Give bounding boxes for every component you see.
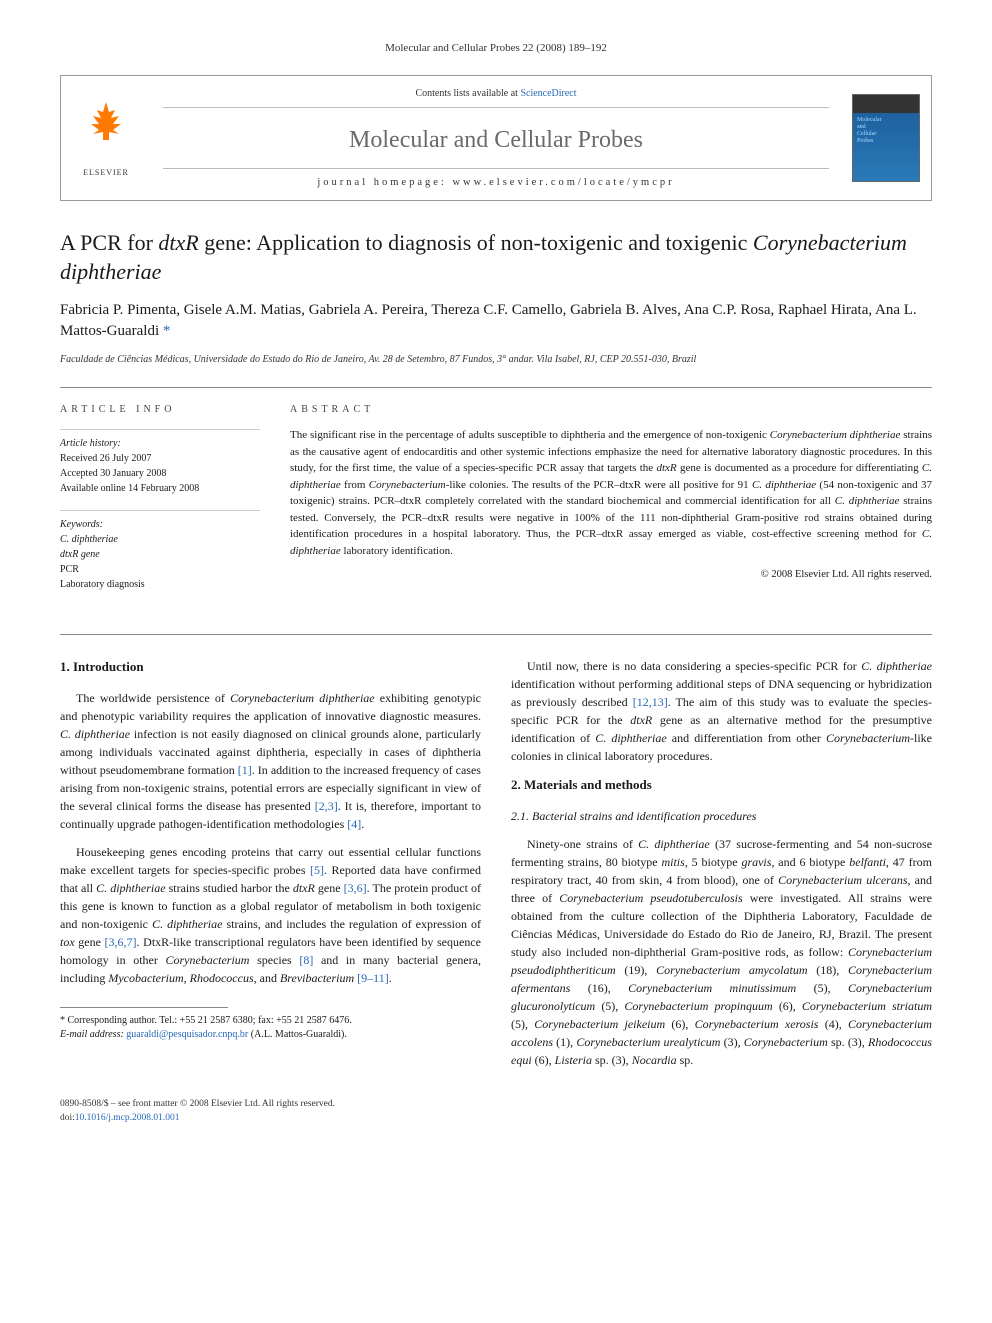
history-accepted: Accepted 30 January 2008: [60, 466, 260, 481]
contents-prefix: Contents lists available at: [415, 88, 520, 99]
doi-prefix: doi:: [60, 1113, 75, 1123]
article-history: Article history: Received 26 July 2007 A…: [60, 429, 260, 496]
ref-link[interactable]: [2,3]: [315, 799, 338, 813]
affiliation: Faculdade de Ciências Médicas, Universid…: [60, 352, 932, 367]
journal-name: Molecular and Cellular Probes: [163, 122, 829, 158]
keywords-block: Keywords: C. diphtheriae dtxR gene PCR L…: [60, 510, 260, 592]
journal-homepage: journal homepage: www.elsevier.com/locat…: [163, 168, 829, 191]
intro-p1: The worldwide persistence of Corynebacte…: [60, 689, 481, 833]
footnote-rule: [60, 1007, 228, 1008]
section-rule: [60, 634, 932, 635]
article-info-col: ARTICLE INFO Article history: Received 2…: [60, 402, 260, 606]
abstract-heading: ABSTRACT: [290, 402, 932, 417]
keyword: PCR: [60, 562, 260, 577]
keyword: Laboratory diagnosis: [60, 577, 260, 592]
masthead-center: Contents lists available at ScienceDirec…: [151, 76, 841, 201]
cover-line: Probes: [857, 138, 882, 145]
ref-link[interactable]: [3,6]: [344, 881, 367, 895]
history-online: Available online 14 February 2008: [60, 481, 260, 496]
sciencedirect-link[interactable]: ScienceDirect: [520, 88, 576, 99]
footer-issn: 0890-8508/$ – see front matter © 2008 El…: [60, 1097, 932, 1111]
email-label: E-mail address:: [60, 1029, 124, 1040]
ref-link[interactable]: [9–11]: [357, 971, 389, 985]
abstract-body: The significant rise in the percentage o…: [290, 427, 932, 559]
keyword: C. diphtheriae: [60, 532, 260, 547]
title-seg: A PCR for: [60, 230, 158, 255]
contents-available: Contents lists available at ScienceDirec…: [163, 86, 829, 108]
doi-link[interactable]: 10.1016/j.mcp.2008.01.001: [75, 1113, 180, 1123]
corresponding-footnote: * Corresponding author. Tel.: +55 21 258…: [60, 1014, 481, 1042]
page-footer: 0890-8508/$ – see front matter © 2008 El…: [60, 1097, 932, 1126]
cover-line: Cellular: [857, 131, 882, 138]
keywords-label: Keywords:: [60, 517, 260, 532]
abstract-col: ABSTRACT The significant rise in the per…: [290, 402, 932, 606]
title-seg: gene: Application to diagnosis of non-to…: [199, 230, 753, 255]
article-info-heading: ARTICLE INFO: [60, 402, 260, 417]
footnote-tel: * Corresponding author. Tel.: +55 21 258…: [60, 1014, 481, 1028]
email-who: (A.L. Mattos-Guaraldi).: [251, 1029, 347, 1040]
left-column: 1. Introduction The worldwide persistenc…: [60, 657, 481, 1079]
intro-p2: Housekeeping genes encoding proteins tha…: [60, 843, 481, 987]
right-column: Until now, there is no data considering …: [511, 657, 932, 1079]
title-italic: dtxR: [158, 230, 198, 255]
ref-link[interactable]: [12,13]: [633, 695, 668, 709]
body-columns: 1. Introduction The worldwide persistenc…: [60, 657, 932, 1079]
ref-link[interactable]: [1]: [238, 763, 252, 777]
history-received: Received 26 July 2007: [60, 451, 260, 466]
authors-text: Fabricia P. Pimenta, Gisele A.M. Matias,…: [60, 302, 917, 339]
corresponding-mark: *: [163, 323, 171, 339]
info-abstract-row: ARTICLE INFO Article history: Received 2…: [60, 387, 932, 606]
keyword: dtxR gene: [60, 547, 260, 562]
author-list: Fabricia P. Pimenta, Gisele A.M. Matias,…: [60, 300, 932, 342]
running-header: Molecular and Cellular Probes 22 (2008) …: [60, 40, 932, 57]
ref-link[interactable]: [8]: [299, 953, 313, 967]
cover-line: Molecular: [857, 117, 882, 124]
intro-heading: 1. Introduction: [60, 657, 481, 677]
elsevier-logo: ELSEVIER: [72, 99, 140, 177]
journal-cover-icon: Molecular and Cellular Probes: [852, 94, 920, 182]
email-link[interactable]: guaraldi@pesquisador.cnpq.br: [126, 1029, 248, 1040]
ref-link[interactable]: [5]: [310, 863, 324, 877]
homepage-url: www.elsevier.com/locate/ymcpr: [452, 177, 674, 188]
ref-link[interactable]: [3,6,7]: [105, 935, 137, 949]
abstract-copyright: © 2008 Elsevier Ltd. All rights reserved…: [290, 567, 932, 583]
homepage-prefix: journal homepage:: [317, 177, 452, 188]
article-title: A PCR for dtxR gene: Application to diag…: [60, 229, 932, 286]
methods-heading: 2. Materials and methods: [511, 775, 932, 795]
masthead: ELSEVIER Contents lists available at Sci…: [60, 75, 932, 202]
publisher-logo-box: ELSEVIER: [61, 76, 151, 201]
ref-link[interactable]: [4]: [347, 817, 361, 831]
cover-thumb-box: Molecular and Cellular Probes: [841, 76, 931, 201]
intro-p3: Until now, there is no data considering …: [511, 657, 932, 765]
history-label: Article history:: [60, 436, 260, 451]
cover-line: and: [857, 124, 882, 131]
methods-p1: Ninety-one strains of C. diphtheriae (37…: [511, 835, 932, 1069]
publisher-name: ELSEVIER: [83, 167, 129, 179]
methods-sub1: 2.1. Bacterial strains and identificatio…: [511, 807, 932, 825]
elsevier-tree-icon: [81, 96, 131, 165]
